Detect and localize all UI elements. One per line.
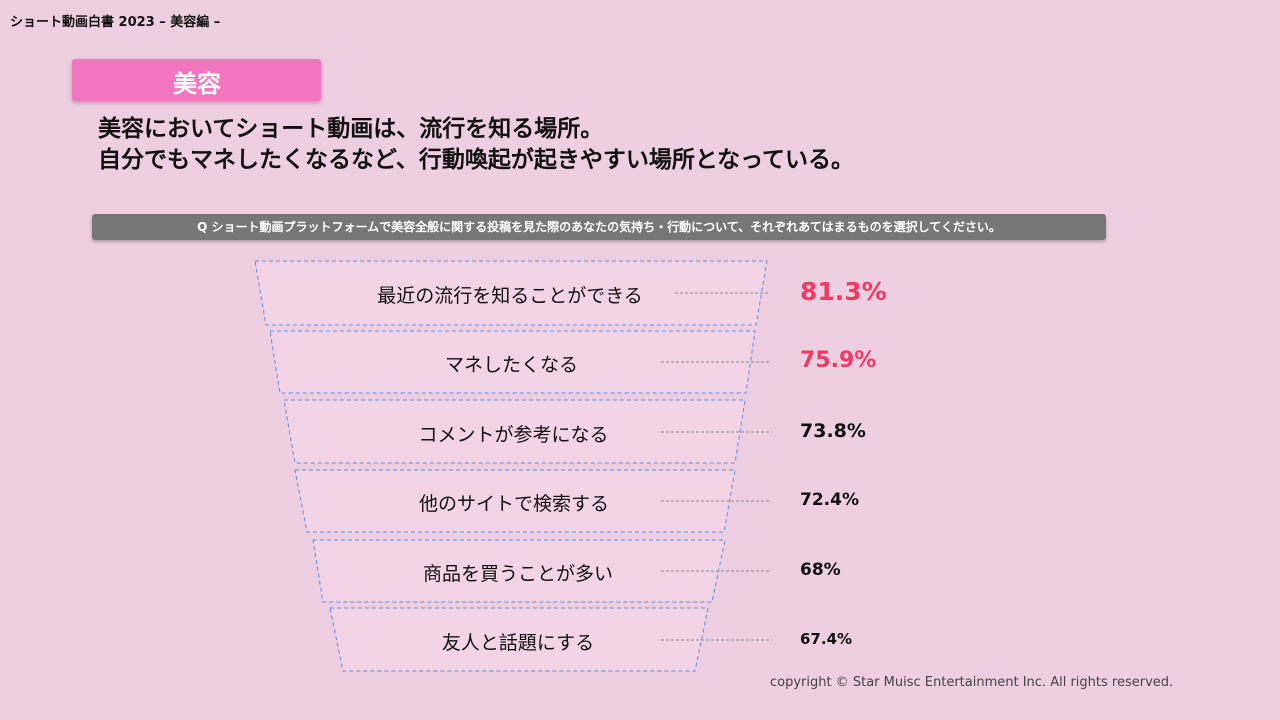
funnel-stage-value: 72.4% xyxy=(800,490,859,510)
funnel-stage-value: 81.3% xyxy=(800,277,887,306)
funnel-stage-label: 友人と話題にする xyxy=(441,632,595,654)
funnel-stage-label: 他のサイトで検索する xyxy=(418,493,609,515)
copyright-notice: copyright © Star Muisc Entertainment Inc… xyxy=(770,675,1174,690)
funnel-stage-4 xyxy=(294,469,736,533)
report-title: ショート動画白書 2023 – 美容編 – xyxy=(10,15,221,30)
funnel-stage-label: 最近の流行を知ることができる xyxy=(377,285,643,307)
headline-line-1: 美容においてショート動画は、流行を知る場所。 xyxy=(98,116,604,142)
funnel-stage-label: 商品を買うことが多い xyxy=(422,563,613,585)
funnel-stage-1 xyxy=(254,260,768,326)
funnel-stage-label: マネしたくなる xyxy=(444,354,578,376)
category-label: 美容 xyxy=(173,70,221,98)
category-badge: 美容 xyxy=(72,59,321,101)
funnel-stage-value: 73.8% xyxy=(800,420,866,442)
funnel-stage-value: 75.9% xyxy=(800,348,877,373)
question-bar: Q ショート動画プラットフォームで美容全般に関する投稿を見た際のあなたの気持ち・… xyxy=(92,214,1106,240)
headline: 美容においてショート動画は、流行を知る場所。 自分でもマネしたくなるなど、行動喚… xyxy=(98,114,854,176)
funnel-stage-3 xyxy=(283,399,746,464)
funnel-stage-6 xyxy=(329,607,709,672)
funnel-stage-value: 67.4% xyxy=(800,630,853,648)
funnel-stage-label: コメントが参考になる xyxy=(418,424,609,446)
headline-line-2: 自分でもマネしたくなるなど、行動喚起が起きやすい場所となっている。 xyxy=(98,147,855,173)
funnel-stage-5 xyxy=(312,539,726,603)
funnel-stage-2 xyxy=(269,330,756,394)
funnel-stage-value: 68% xyxy=(800,560,841,580)
